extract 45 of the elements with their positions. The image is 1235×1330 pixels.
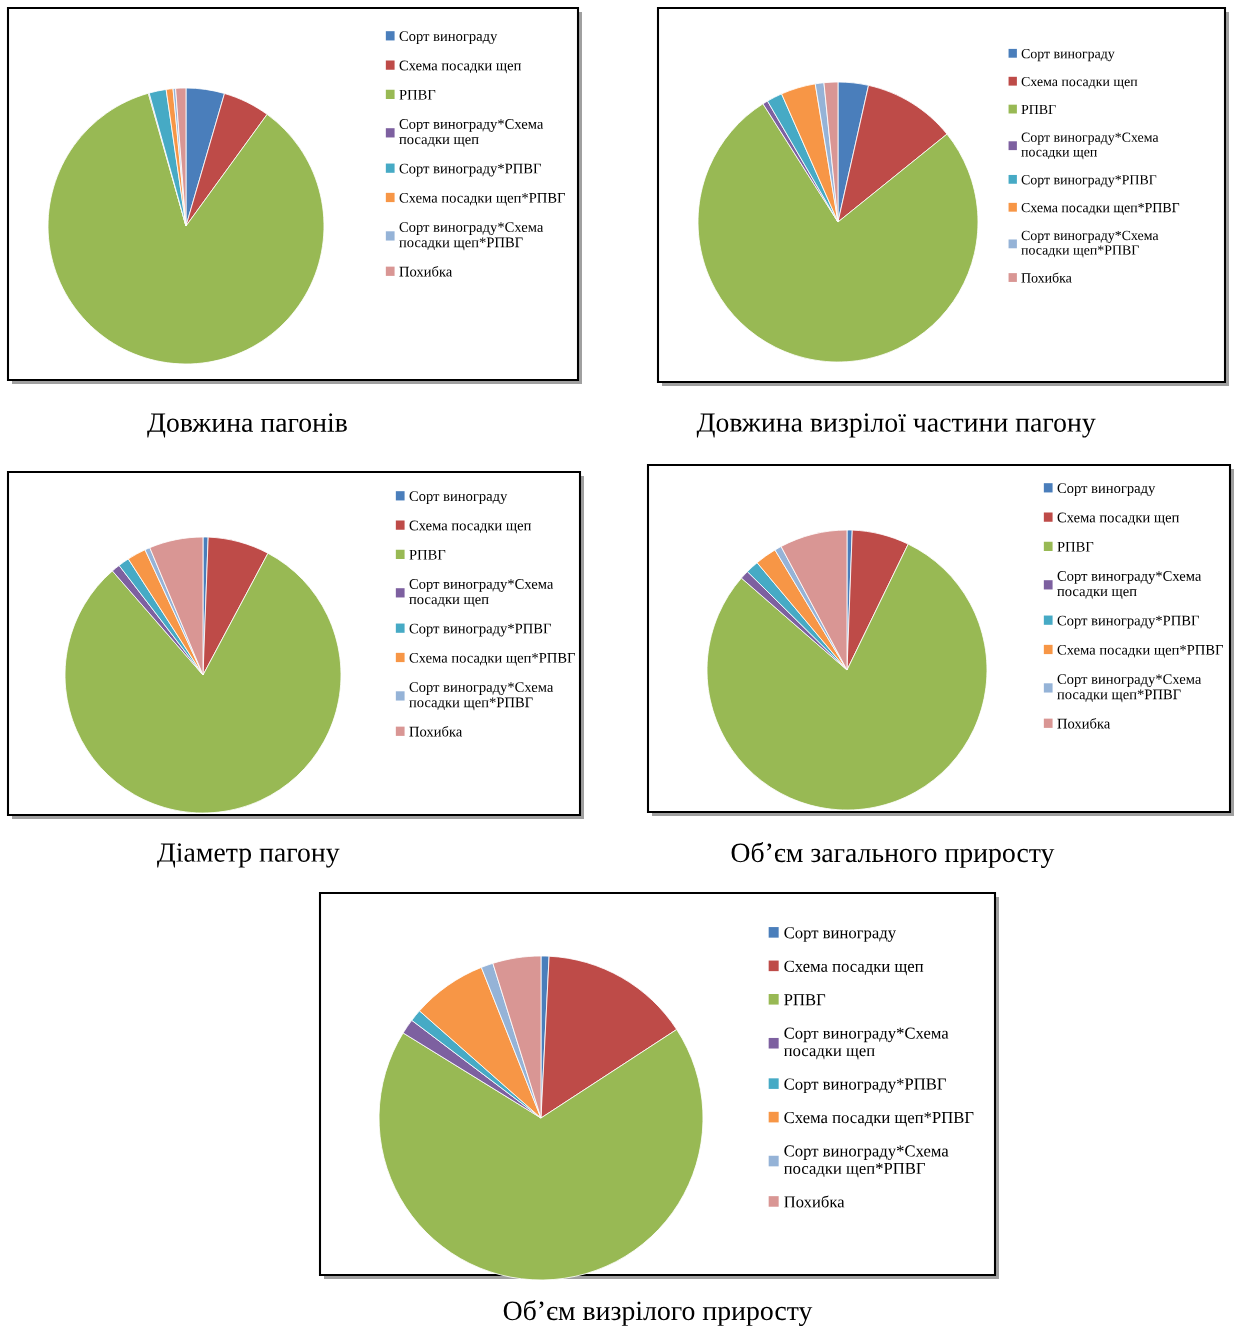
- legend-label: Сорт винограду*РПВГ: [784, 1078, 946, 1094]
- legend-label: Похибка: [1021, 272, 1072, 283]
- text: Довжина визрілої частини пагону: [696, 413, 1096, 438]
- legend-label: Сорт винограду*Схема посадки щеп: [1021, 132, 1159, 160]
- legend-label: Схема посадки щеп: [409, 520, 532, 534]
- legend-label: Сорт винограду*Схема посадки щеп*РПВГ: [399, 222, 544, 251]
- legend-label: Сорт винограду*Схема посадки щеп: [399, 119, 544, 148]
- legend-label: Сорт винограду*Схема посадки щеп*РПВГ: [1057, 674, 1202, 703]
- legend-label: Сорт винограду*Схема посадки щеп: [1057, 571, 1202, 600]
- legend-label: Схема посадки щеп: [1057, 512, 1180, 526]
- legend-label: РПВГ: [1021, 104, 1056, 115]
- legend-label: Похибка: [1057, 717, 1111, 729]
- legend-label: РПВГ: [409, 549, 446, 560]
- legend-label: РПВГ: [784, 994, 826, 1006]
- legend-label: Сорт винограду*Схема посадки щеп: [783, 1027, 949, 1060]
- legend-label: Сорт винограду: [409, 491, 508, 505]
- text: Об’єм визрілого приросту: [503, 1300, 813, 1326]
- text: Довжина пагонів: [147, 413, 347, 438]
- legend-label: Сорт винограду*Схема посадки щеп*РПВГ: [409, 682, 554, 711]
- legend-label: Сорт винограду*Схема посадки щеп: [409, 579, 554, 608]
- legend-label: Похибка: [399, 265, 453, 277]
- legend-label: РПВГ: [399, 89, 436, 100]
- legend-label: Сорт винограду*Схема посадки щеп*РПВГ: [783, 1145, 949, 1178]
- text: Об’єм загального приросту: [731, 842, 1055, 868]
- legend-label: Сорт винограду: [1057, 483, 1156, 497]
- legend-label: Сорт винограду: [1021, 49, 1115, 62]
- legend-label: Похибка: [784, 1195, 845, 1208]
- legend-label: Схема посадки щеп*РПВГ: [1021, 202, 1180, 216]
- legend-label: Сорт винограду*РПВГ: [409, 623, 551, 637]
- legend-label: Похибка: [409, 725, 463, 737]
- legend-label: Сорт винограду*РПВГ: [399, 163, 541, 177]
- legend-label: Схема посадки щеп*РПВГ: [399, 192, 566, 206]
- legend-label: РПВГ: [1057, 541, 1094, 552]
- legend-label: Схема посадки щеп*РПВГ: [784, 1111, 974, 1127]
- legend-label: Сорт винограду: [399, 31, 498, 45]
- legend-label: Схема посадки щеп: [1021, 76, 1138, 89]
- legend-label: Сорт винограду*Схема посадки щеп*РПВГ: [1021, 230, 1159, 258]
- legend-label: Схема посадки щеп: [784, 960, 924, 976]
- legend-label: Сорт винограду*РПВГ: [1021, 175, 1157, 188]
- legend-label: Схема посадки щеп*РПВГ: [1057, 644, 1224, 658]
- legend-label: Схема посадки щеп: [399, 60, 522, 74]
- legend-label: Схема посадки щеп*РПВГ: [409, 652, 576, 666]
- legend-label: Сорт винограду: [784, 927, 897, 942]
- text: Діаметр пагону: [157, 843, 340, 868]
- legend-label: Сорт винограду*РПВГ: [1057, 615, 1199, 629]
